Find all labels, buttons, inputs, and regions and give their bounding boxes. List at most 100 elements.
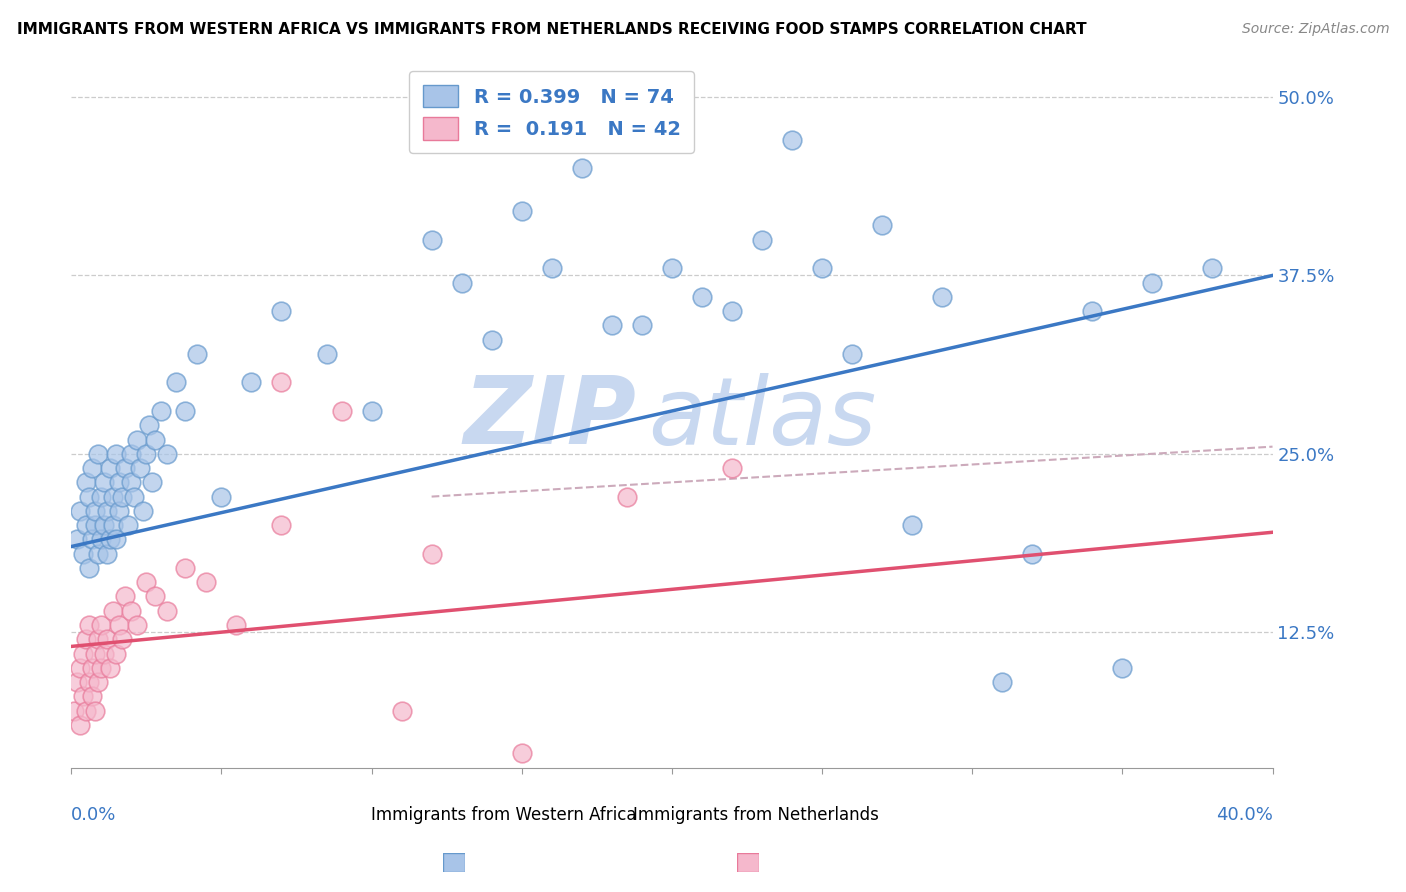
Point <box>72 547 94 561</box>
Point <box>330 404 353 418</box>
Point <box>360 404 382 418</box>
Point <box>124 490 146 504</box>
Point <box>84 504 107 518</box>
Point <box>510 747 533 761</box>
Point <box>105 447 128 461</box>
Point <box>120 447 142 461</box>
Point <box>108 475 131 490</box>
Point <box>72 647 94 661</box>
Point <box>1021 547 1043 561</box>
Point <box>98 461 121 475</box>
Point <box>77 490 100 504</box>
Point <box>870 219 893 233</box>
Point <box>96 632 118 647</box>
Point <box>111 632 134 647</box>
Point <box>93 647 115 661</box>
Point <box>87 547 110 561</box>
Point <box>616 490 638 504</box>
Text: ZIP: ZIP <box>463 372 636 464</box>
Point <box>75 632 97 647</box>
Point <box>114 590 136 604</box>
Point <box>225 618 247 632</box>
Point <box>117 518 139 533</box>
Point <box>93 475 115 490</box>
Point <box>156 604 179 618</box>
Point <box>82 661 104 675</box>
Point <box>690 290 713 304</box>
Point <box>540 261 562 276</box>
Point <box>114 461 136 475</box>
Text: Immigrants from Western Africa: Immigrants from Western Africa <box>371 806 637 824</box>
Text: Source: ZipAtlas.com: Source: ZipAtlas.com <box>1241 22 1389 37</box>
Point <box>105 533 128 547</box>
Point <box>66 675 89 690</box>
Point <box>103 490 125 504</box>
Point <box>186 347 208 361</box>
Text: Immigrants from Netherlands: Immigrants from Netherlands <box>633 806 879 824</box>
Point <box>156 447 179 461</box>
Point <box>901 518 924 533</box>
Point <box>103 518 125 533</box>
Point <box>751 233 773 247</box>
Point <box>90 490 112 504</box>
Point <box>661 261 683 276</box>
Point <box>120 475 142 490</box>
Point <box>481 333 503 347</box>
Point <box>96 547 118 561</box>
Point <box>87 632 110 647</box>
Point <box>75 475 97 490</box>
Point <box>82 533 104 547</box>
Point <box>1201 261 1223 276</box>
Point <box>780 133 803 147</box>
Point <box>721 461 744 475</box>
Point <box>991 675 1014 690</box>
Point <box>93 518 115 533</box>
Point <box>132 504 155 518</box>
Point <box>87 447 110 461</box>
Point <box>631 318 654 333</box>
Point <box>84 647 107 661</box>
Point <box>138 418 160 433</box>
Point <box>98 661 121 675</box>
Point <box>111 490 134 504</box>
Point <box>931 290 953 304</box>
Point <box>315 347 337 361</box>
Point <box>571 161 593 176</box>
Point <box>1081 304 1104 318</box>
Point <box>84 518 107 533</box>
Point <box>127 618 149 632</box>
Point <box>1142 276 1164 290</box>
Point <box>63 704 86 718</box>
Point <box>143 433 166 447</box>
Point <box>143 590 166 604</box>
Point <box>450 276 472 290</box>
Point <box>391 704 413 718</box>
Point <box>98 533 121 547</box>
Point <box>600 318 623 333</box>
Point <box>105 647 128 661</box>
Point <box>209 490 232 504</box>
Point <box>510 204 533 219</box>
Point <box>420 547 443 561</box>
Point <box>165 376 187 390</box>
Point <box>84 704 107 718</box>
Point <box>96 504 118 518</box>
Point <box>174 561 197 575</box>
Text: 0.0%: 0.0% <box>72 806 117 824</box>
Text: atlas: atlas <box>648 373 876 464</box>
Point <box>141 475 163 490</box>
Point <box>135 575 157 590</box>
Point <box>120 604 142 618</box>
Point <box>75 704 97 718</box>
Point <box>127 433 149 447</box>
Point <box>174 404 197 418</box>
Point <box>82 690 104 704</box>
Point <box>129 461 152 475</box>
Point <box>77 675 100 690</box>
Point <box>87 675 110 690</box>
Text: IMMIGRANTS FROM WESTERN AFRICA VS IMMIGRANTS FROM NETHERLANDS RECEIVING FOOD STA: IMMIGRANTS FROM WESTERN AFRICA VS IMMIGR… <box>17 22 1087 37</box>
Point <box>69 718 91 732</box>
Point <box>240 376 263 390</box>
Point <box>270 518 292 533</box>
Point <box>69 661 91 675</box>
